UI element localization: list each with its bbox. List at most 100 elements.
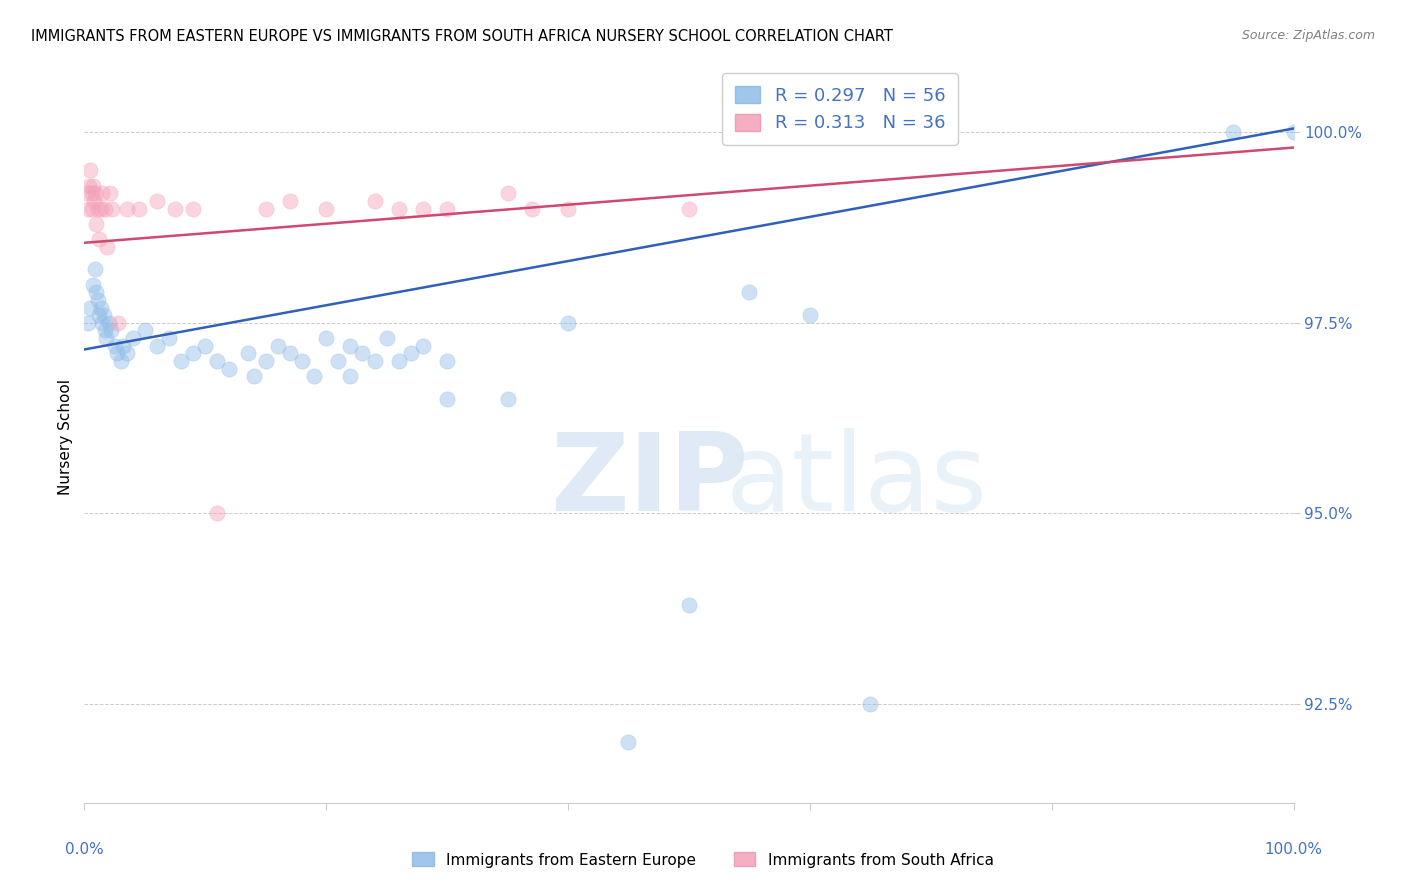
Point [339,338,361,352]
Text: ZIP: ZIP [550,428,748,534]
Point [79,301,101,315]
Point [77,178,100,193]
Point [86,293,108,307]
Point [520,202,543,216]
Text: IMMIGRANTS FROM EASTERN EUROPE VS IMMIGRANTS FROM SOUTH AFRICA NURSERY SCHOOL CO: IMMIGRANTS FROM EASTERN EUROPE VS IMMIGR… [31,29,893,44]
Point [77,316,100,330]
Text: Source: ZipAtlas.com: Source: ZipAtlas.com [1241,29,1375,42]
Point [328,354,350,368]
Point [496,186,519,201]
Point [181,346,204,360]
Point [254,202,277,216]
Point [93,308,115,322]
Point [388,354,411,368]
Point [77,202,100,216]
Point [157,331,180,345]
Point [218,361,240,376]
Legend: Immigrants from Eastern Europe, Immigrants from South Africa: Immigrants from Eastern Europe, Immigran… [406,847,1000,873]
Point [115,202,138,216]
Point [86,202,108,216]
Point [165,202,187,216]
Point [278,346,301,360]
Point [799,308,821,322]
Point [436,202,458,216]
Point [315,331,337,345]
Point [363,354,385,368]
Y-axis label: Nursery School: Nursery School [58,379,73,495]
Point [339,369,361,384]
Point [98,186,121,201]
Point [302,369,325,384]
Point [375,331,398,345]
Point [121,331,143,345]
Legend: R = 0.297   N = 56, R = 0.313   N = 36: R = 0.297 N = 56, R = 0.313 N = 36 [723,73,957,145]
Point [738,285,761,300]
Point [79,163,101,178]
Point [90,202,112,216]
Point [105,346,128,360]
Point [436,354,458,368]
Point [1282,125,1305,139]
Point [557,202,579,216]
Point [112,338,135,352]
Point [352,346,374,360]
Point [146,338,169,352]
Point [859,697,882,711]
Point [94,331,117,345]
Point [96,239,118,253]
Point [91,186,114,201]
Point [97,316,120,330]
Point [496,392,519,406]
Point [115,346,138,360]
Point [87,232,110,246]
Point [557,316,579,330]
Point [207,354,229,368]
Point [91,316,114,330]
Point [617,735,640,749]
Point [678,202,700,216]
Point [80,186,103,201]
Point [291,354,314,368]
Point [82,277,104,292]
Point [267,338,290,352]
Point [128,202,150,216]
Point [388,202,411,216]
Point [83,194,105,208]
Point [254,354,277,368]
Point [134,323,156,337]
Text: 100.0%: 100.0% [1264,842,1323,856]
Point [94,202,117,216]
Point [399,346,422,360]
Point [278,194,301,208]
Point [207,506,229,520]
Point [101,202,124,216]
Point [170,354,193,368]
Point [100,323,122,337]
Point [94,323,117,337]
Point [315,202,337,216]
Point [412,202,434,216]
Point [436,392,458,406]
Point [84,186,107,201]
Point [86,285,108,300]
Point [236,346,259,360]
Text: atlas: atlas [725,428,987,534]
Point [104,338,127,352]
Point [107,316,129,330]
Point [146,194,169,208]
Point [110,354,132,368]
Point [363,194,385,208]
Point [80,202,103,216]
Point [82,178,104,193]
Point [194,338,217,352]
Point [86,217,108,231]
Point [87,308,110,322]
Point [90,301,112,315]
Point [181,202,204,216]
Point [412,338,434,352]
Point [84,262,107,277]
Point [1222,125,1244,139]
Text: 0.0%: 0.0% [65,842,104,856]
Point [678,598,700,612]
Point [242,369,264,384]
